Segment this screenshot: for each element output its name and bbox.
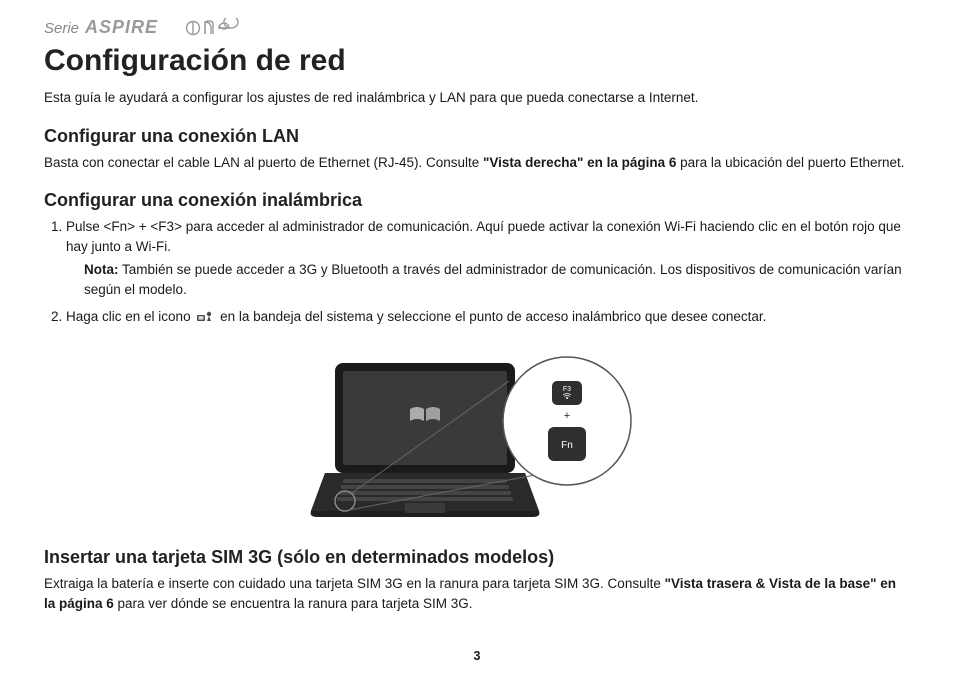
wifi-step1-text: Pulse <Fn> + <F3> para acceder al admini… xyxy=(66,219,901,254)
sim-body-pre: Extraiga la batería e inserte con cuidad… xyxy=(44,576,665,591)
lan-body-bold: "Vista derecha" en la página 6 xyxy=(483,155,676,170)
key-f3-label: F3 xyxy=(563,386,571,393)
laptop-illustration: F3 + Fn xyxy=(287,333,667,533)
sim-body: Extraiga la batería e inserte con cuidad… xyxy=(44,574,910,613)
note-body: También se puede acceder a 3G y Bluetoot… xyxy=(84,262,902,297)
lan-body-pre: Basta con conectar el cable LAN al puert… xyxy=(44,155,483,170)
lan-body: Basta con conectar el cable LAN al puert… xyxy=(44,153,910,173)
svg-text:ASPIRE: ASPIRE xyxy=(85,18,158,37)
wifi-step2-post: en la bandeja del sistema y seleccione e… xyxy=(216,309,766,324)
serie-label: Serie xyxy=(44,20,79,37)
page-header: Serie ASPIRE xyxy=(44,18,910,38)
page-title: Configuración de red xyxy=(44,44,910,78)
lan-heading: Configurar una conexión LAN xyxy=(44,126,910,147)
key-plus: + xyxy=(564,410,570,422)
page-number: 3 xyxy=(0,649,954,663)
wifi-heading: Configurar una conexión inalámbrica xyxy=(44,190,910,211)
note-label: Nota: xyxy=(84,262,119,277)
sim-body-post: para ver dónde se encuentra la ranura pa… xyxy=(114,596,473,611)
lan-body-post: para la ubicación del puerto Ethernet. xyxy=(676,155,904,170)
intro-text: Esta guía le ayudará a configurar los aj… xyxy=(44,88,910,108)
tray-network-icon xyxy=(196,308,214,324)
wifi-steps: Pulse <Fn> + <F3> para acceder al admini… xyxy=(44,217,910,327)
aspire-one-logo: ASPIRE xyxy=(85,18,295,38)
key-fn-label: Fn xyxy=(561,440,573,451)
wifi-note: Nota: También se puede acceder a 3G y Bl… xyxy=(84,260,910,299)
sim-heading: Insertar una tarjeta SIM 3G (sólo en det… xyxy=(44,547,910,568)
wifi-step-2: Haga clic en el icono en la bandeja del … xyxy=(66,307,910,327)
laptop-figure: F3 + Fn xyxy=(44,333,910,533)
wifi-step-1: Pulse <Fn> + <F3> para acceder al admini… xyxy=(66,217,910,299)
wifi-step2-pre: Haga clic en el icono xyxy=(66,309,194,324)
